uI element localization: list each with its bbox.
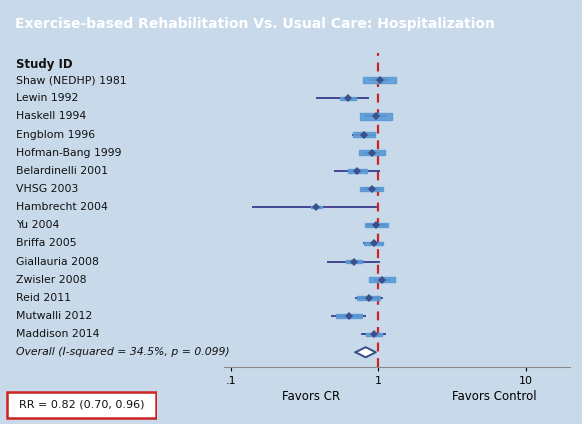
Text: Exercise-based Rehabilitation Vs. Usual Care: Hospitalization: Exercise-based Rehabilitation Vs. Usual … [15, 17, 495, 31]
Polygon shape [363, 77, 396, 83]
Polygon shape [365, 223, 388, 227]
Text: Favors Control: Favors Control [452, 390, 537, 403]
Text: Overall (I-squared = 34.5%, p = 0.099): Overall (I-squared = 34.5%, p = 0.099) [16, 347, 230, 357]
Text: RR = 0.82 (0.70, 0.96): RR = 0.82 (0.70, 0.96) [19, 399, 144, 409]
Text: Hofman-Bang 1999: Hofman-Bang 1999 [16, 148, 122, 158]
FancyBboxPatch shape [8, 392, 155, 418]
Polygon shape [311, 206, 322, 208]
Polygon shape [346, 260, 362, 263]
Text: Study ID: Study ID [16, 58, 73, 71]
Text: Maddison 2014: Maddison 2014 [16, 329, 100, 339]
Text: Reid 2011: Reid 2011 [16, 293, 71, 303]
Text: Yu 2004: Yu 2004 [16, 220, 59, 230]
Text: Giallauria 2008: Giallauria 2008 [16, 257, 99, 267]
Text: Briffa 2005: Briffa 2005 [16, 238, 77, 248]
Text: Lewin 1992: Lewin 1992 [16, 93, 79, 103]
Text: Belardinelli 2001: Belardinelli 2001 [16, 166, 108, 176]
Polygon shape [365, 332, 382, 336]
Text: Mutwalli 2012: Mutwalli 2012 [16, 311, 93, 321]
Text: VHSG 2003: VHSG 2003 [16, 184, 79, 194]
Text: Favors CR: Favors CR [282, 390, 340, 403]
Polygon shape [356, 347, 376, 357]
Text: Shaw (NEDHP) 1981: Shaw (NEDHP) 1981 [16, 75, 127, 85]
Polygon shape [347, 169, 367, 173]
Polygon shape [359, 150, 385, 155]
Polygon shape [360, 113, 392, 120]
Polygon shape [353, 132, 375, 137]
Polygon shape [340, 97, 356, 100]
Polygon shape [360, 187, 383, 191]
Polygon shape [364, 242, 384, 245]
Polygon shape [369, 277, 395, 282]
Text: Zwisler 2008: Zwisler 2008 [16, 275, 87, 285]
Text: Hambrecht 2004: Hambrecht 2004 [16, 202, 108, 212]
Text: Haskell 1994: Haskell 1994 [16, 112, 87, 122]
Polygon shape [357, 296, 380, 300]
Polygon shape [336, 313, 362, 318]
Text: Engblom 1996: Engblom 1996 [16, 130, 95, 139]
